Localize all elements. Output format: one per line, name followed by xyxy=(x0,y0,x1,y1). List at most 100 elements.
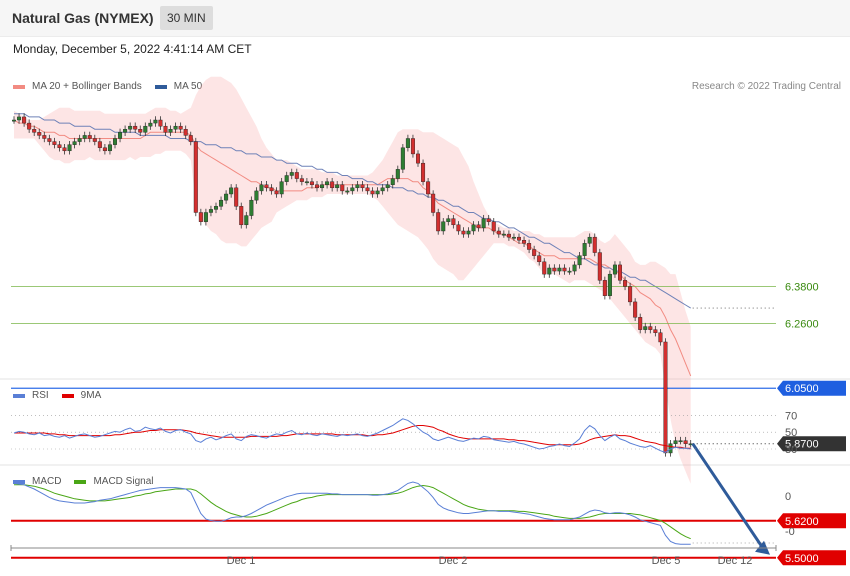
level-label-1: 6.2600 xyxy=(785,318,819,330)
candle-body xyxy=(279,181,284,195)
candle-body xyxy=(426,181,431,195)
candle-body xyxy=(522,240,527,244)
candle-body xyxy=(219,199,224,207)
ma20-legend-swatch xyxy=(13,84,25,89)
candle-body xyxy=(143,125,148,133)
candle-body xyxy=(27,122,32,130)
candle-body xyxy=(87,135,92,139)
candle-body xyxy=(572,264,577,272)
macd-signal-legend-label: MACD Signal xyxy=(93,476,154,487)
rsi-ma-line xyxy=(14,425,691,449)
candle-body xyxy=(612,264,617,275)
macd-legend-label: MACD xyxy=(32,476,62,487)
candle-body xyxy=(148,122,153,127)
candle-body xyxy=(370,190,375,195)
candle-body xyxy=(405,138,410,148)
candle-body xyxy=(648,326,653,330)
candle-body xyxy=(244,215,249,226)
candle-body xyxy=(532,249,537,256)
candle-body xyxy=(365,187,370,192)
macd-signal-legend-swatch xyxy=(74,479,87,484)
candle-body xyxy=(17,116,22,121)
candle-body xyxy=(42,135,47,139)
candle-body xyxy=(315,184,320,189)
chart-datetime: Monday, December 5, 2022 4:41:14 AM CET xyxy=(13,42,252,56)
candle-body xyxy=(557,267,562,272)
candle-body xyxy=(67,144,72,152)
price-legend: MA 20 + Bollinger Bands MA 50 xyxy=(13,81,215,92)
time-tick-label: Dec 12 xyxy=(718,555,753,567)
candle-body xyxy=(663,341,668,454)
ma20-legend-label: MA 20 + Bollinger Bands xyxy=(32,81,142,92)
candle-body xyxy=(410,138,415,155)
candle-body xyxy=(547,267,552,275)
candle-body xyxy=(496,230,501,235)
candle-body xyxy=(400,147,405,170)
candle-body xyxy=(592,236,597,253)
macd-tick-label: 0 xyxy=(785,491,791,503)
candle-body xyxy=(476,224,481,229)
candle-body xyxy=(456,224,461,232)
candle-body xyxy=(602,280,607,296)
candle-body xyxy=(638,317,643,330)
candle-body xyxy=(552,267,557,272)
candle-body xyxy=(224,193,229,201)
candle-body xyxy=(107,144,112,152)
candle-body xyxy=(330,181,335,189)
candle-body xyxy=(451,218,456,226)
time-tick-label: Dec 5 xyxy=(652,555,681,567)
level-tag-2 xyxy=(777,380,846,396)
candle-body xyxy=(72,141,77,145)
level-label-4: 5.6200 xyxy=(785,516,819,528)
candle-body xyxy=(481,218,486,229)
candle-body xyxy=(11,119,16,122)
candle-body xyxy=(153,119,158,124)
candle-body xyxy=(441,221,446,232)
rsi-ma-legend-label: 9MA xyxy=(80,390,102,401)
candle-body xyxy=(163,125,168,133)
candle-body xyxy=(501,233,506,236)
candle-body xyxy=(299,178,304,182)
candle-body xyxy=(208,209,213,213)
candle-body xyxy=(673,440,678,444)
candle-body xyxy=(52,141,57,145)
candle-body xyxy=(254,190,259,201)
rsi-tick-label: 30 xyxy=(785,444,797,456)
candle-body xyxy=(517,236,522,241)
candle-body xyxy=(360,184,365,189)
candles-group xyxy=(11,113,693,457)
ma50-legend-label: MA 50 xyxy=(173,81,203,92)
candle-body xyxy=(309,181,314,185)
level-tag-3 xyxy=(777,436,846,452)
candle-body xyxy=(390,178,395,185)
candle-body xyxy=(168,129,173,133)
macd-tick-label: -0 xyxy=(785,526,795,538)
candle-body xyxy=(57,144,62,148)
candle-body xyxy=(471,224,476,232)
candle-body xyxy=(249,199,254,216)
candle-body xyxy=(537,255,542,263)
candle-body xyxy=(269,187,274,192)
macd-legend: MACD MACD Signal xyxy=(13,476,166,487)
candle-body xyxy=(264,184,269,189)
projection-arrow-line xyxy=(691,442,766,551)
candle-body xyxy=(380,187,385,192)
candle-body xyxy=(102,147,107,152)
candle-body xyxy=(289,172,294,176)
candle-body xyxy=(234,187,239,207)
level-label-5: 5.5000 xyxy=(785,553,819,565)
candle-body xyxy=(395,169,400,179)
timeframe-badge[interactable]: 30 MIN xyxy=(160,6,213,30)
candle-body xyxy=(77,138,82,142)
candle-body xyxy=(229,187,234,195)
candle-body xyxy=(47,138,52,142)
candle-body xyxy=(436,212,441,232)
candle-body xyxy=(567,270,572,273)
candle-body xyxy=(138,129,143,133)
rsi-legend: RSI 9MA xyxy=(13,390,114,401)
candle-body xyxy=(587,236,592,244)
candle-body xyxy=(466,230,471,235)
candle-body xyxy=(597,252,602,281)
candle-body xyxy=(446,218,451,222)
